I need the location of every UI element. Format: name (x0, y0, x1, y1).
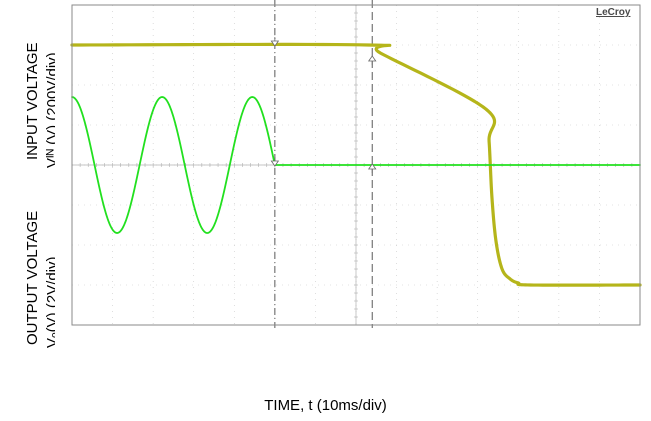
plot-frame (71, 4, 641, 326)
output-voltage-label: OUTPUT VOLTAGE (24, 210, 41, 345)
trace-layer (70, 42, 642, 287)
input-voltage-trace (70, 42, 642, 287)
marker-layer (270, 37, 377, 173)
output-voltage-scale-text: Vₒ(V) (2V/div) (44, 256, 61, 348)
input-voltage-scale-text: Vᴵᴺ (V) (200V/div) (44, 52, 61, 168)
x-axis-label: TIME, t (10ms/div) (264, 397, 387, 414)
output-voltage-scale-label: Vₒ(V) (2V/div) (44, 256, 61, 348)
input-voltage-label: INPUT VOLTAGE (24, 42, 41, 160)
cursor-marker (367, 55, 377, 62)
output-voltage-trace (71, 96, 641, 234)
input-voltage-scale-label: Vᴵᴺ (V) (200V/div) (44, 52, 61, 168)
brand-label: LeCroy (596, 7, 631, 18)
